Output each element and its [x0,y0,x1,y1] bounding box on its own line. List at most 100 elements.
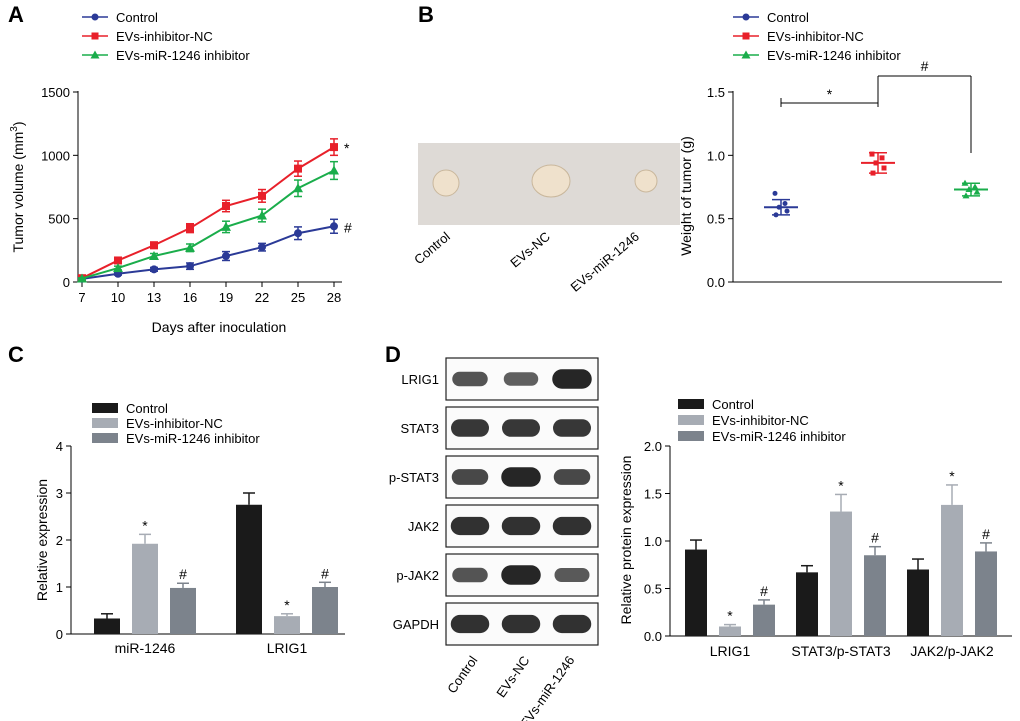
data-point [869,151,875,157]
data-point [150,241,158,250]
legend-label: EVs-inhibitor-NC [712,413,809,428]
data-point [971,183,979,190]
data-point [185,242,195,252]
legend-swatch [92,403,118,413]
x-tick-label: 19 [219,290,233,305]
legend-label: Control [767,10,809,25]
significance-mark: # [871,530,879,546]
blot-lane-label: Control [444,653,480,696]
x-axis-label: Days after inoculation [152,319,287,335]
blot-row-label: p-JAK2 [396,568,439,583]
blot-lane-label: EVs-NC [493,653,532,700]
category-label: LRIG1 [710,643,751,659]
y-tick-label: 1000 [41,148,70,163]
series-layer: *# [77,138,352,283]
y-tick-label: 0.0 [707,275,725,290]
data-point [221,221,231,231]
bar [941,504,963,636]
legend-swatch [92,418,118,428]
bar [864,555,886,636]
bar [830,511,852,636]
data-point [114,256,122,265]
data-point [77,273,87,283]
data-point [293,183,303,193]
blot-row-label: GAPDH [393,617,439,632]
y-tick-label: 1.5 [707,85,725,100]
x-tick-label: 25 [291,290,305,305]
bar [94,618,120,634]
x-tick-label: 22 [255,290,269,305]
tumor-weight-chart: Control EVs-inhibitor-NC EVs-miR-1246 inhi… [678,10,1002,290]
data-point [257,210,267,220]
data-point [873,160,879,166]
x-tick-label: 10 [111,290,125,305]
data-point [329,165,339,175]
data-point [773,212,779,218]
series-line [81,225,335,280]
data-point [186,262,194,271]
data-point [258,243,266,252]
data-point [879,155,885,161]
y-ticks: 0 1 2 3 4 [56,439,71,642]
y-tick-label: 0.5 [644,582,662,597]
legend-marker [91,32,99,40]
series-line [81,146,335,280]
tumor-volume-line-chart: Control EVs-inhibitor-NC EVs-miR-1246 inhi… [9,10,352,335]
legend-marker [90,50,100,59]
legend-swatch [678,431,704,441]
bar [236,504,262,634]
tumor-specimen [531,164,571,198]
data-point [149,251,159,261]
data-point [258,191,266,200]
bar [796,572,818,636]
data-point [330,143,338,152]
blot-row-label: p-STAT3 [389,470,439,485]
legend-label: EVs-miR-1246 inhibitor [712,429,846,444]
tumor-photo-panel: Control EVs-NC EVs-miR-1246 [411,143,680,295]
data-point [186,224,194,233]
photo-label: EVs-miR-1246 [568,229,642,295]
category-label: miR-1246 [115,640,176,656]
legend-marker [741,50,751,59]
bar [685,549,707,636]
y-axis-label: Relative expression [34,479,50,601]
bars-layer: * # miR-1246 * # LRIG1 [94,492,338,656]
legend-a: Control EVs-inhibitor-NC EVs-miR-1246 inhi… [82,10,250,63]
y-ticks: 0 500 1000 1500 [41,85,78,290]
significance-mark: # [760,583,768,599]
tumor-specimens [432,164,658,198]
category-label: JAK2/p-JAK2 [910,643,993,659]
data-point [772,190,778,196]
data-point [294,164,302,173]
tumor-specimen [432,169,460,197]
y-tick-label: 3 [56,486,63,501]
data-point [776,204,782,210]
y-tick-label: 2.0 [644,439,662,454]
x-tick-label: 13 [147,290,161,305]
blot-band [452,371,488,387]
photo-label: EVs-NC [507,229,553,271]
significance-mark: # [179,566,187,582]
legend-marker [742,32,750,40]
significance-mark: * [949,468,955,484]
data-point [294,229,302,238]
y-tick-label: 0.5 [707,212,725,227]
bar [312,587,338,634]
bar [753,604,775,636]
data-point [881,165,887,171]
significance-mark: * [344,140,350,156]
legend-label: EVs-inhibitor-NC [126,416,223,431]
significance-mark: # [344,219,352,235]
y-axis-label: Weight of tumor (g) [678,136,694,256]
significance-mark: # [982,526,990,542]
significance-mark: # [921,58,929,74]
legend-label: EVs-miR-1246 inhibitor [767,48,901,63]
blot-rows: LRIG1 STAT3 p-STAT3 JAK2 p-JAK2 GAPDH [389,357,599,646]
y-tick-label: 1 [56,580,63,595]
data-point [782,200,788,206]
data-point [965,186,973,193]
blot-band [501,565,541,585]
photo-labels: Control EVs-NC EVs-miR-1246 [411,229,642,295]
